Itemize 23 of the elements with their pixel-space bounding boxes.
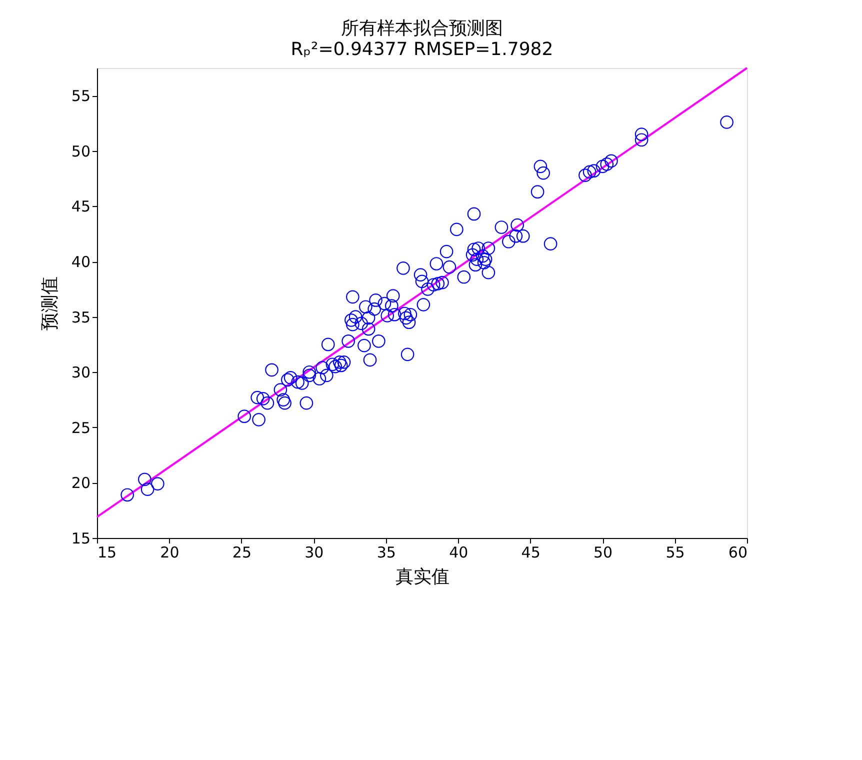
x-tick-label: 20: [160, 544, 180, 562]
y-tick-label: 45: [71, 198, 90, 216]
x-tick-label: 25: [232, 544, 252, 562]
y-tick-label: 15: [71, 530, 90, 548]
chart-title: 所有样本拟合预测图: [341, 18, 503, 39]
x-tick-label: 30: [304, 544, 324, 562]
chart-subtitle: Rₚ²=0.94377 RMSEP=1.7982: [290, 39, 554, 60]
x-tick-label: 35: [376, 544, 396, 562]
y-tick-label: 20: [71, 474, 90, 492]
y-tick-label: 40: [71, 253, 90, 272]
y-tick-label: 50: [71, 142, 90, 160]
y-axis-title: 预测值: [39, 276, 60, 330]
x-axis-title: 真实值: [396, 566, 450, 588]
y-tick-label: 25: [71, 418, 90, 437]
y-tick-label: 30: [71, 364, 90, 382]
x-tick-label: 45: [521, 544, 540, 562]
x-tick-label: 55: [666, 544, 685, 562]
x-tick-label: 50: [594, 544, 613, 562]
x-tick-label: 40: [449, 544, 468, 562]
x-tick-label: 60: [728, 544, 748, 562]
x-tick-label: 15: [98, 544, 117, 562]
y-tick-label: 35: [71, 308, 90, 326]
y-tick-label: 55: [71, 87, 90, 106]
